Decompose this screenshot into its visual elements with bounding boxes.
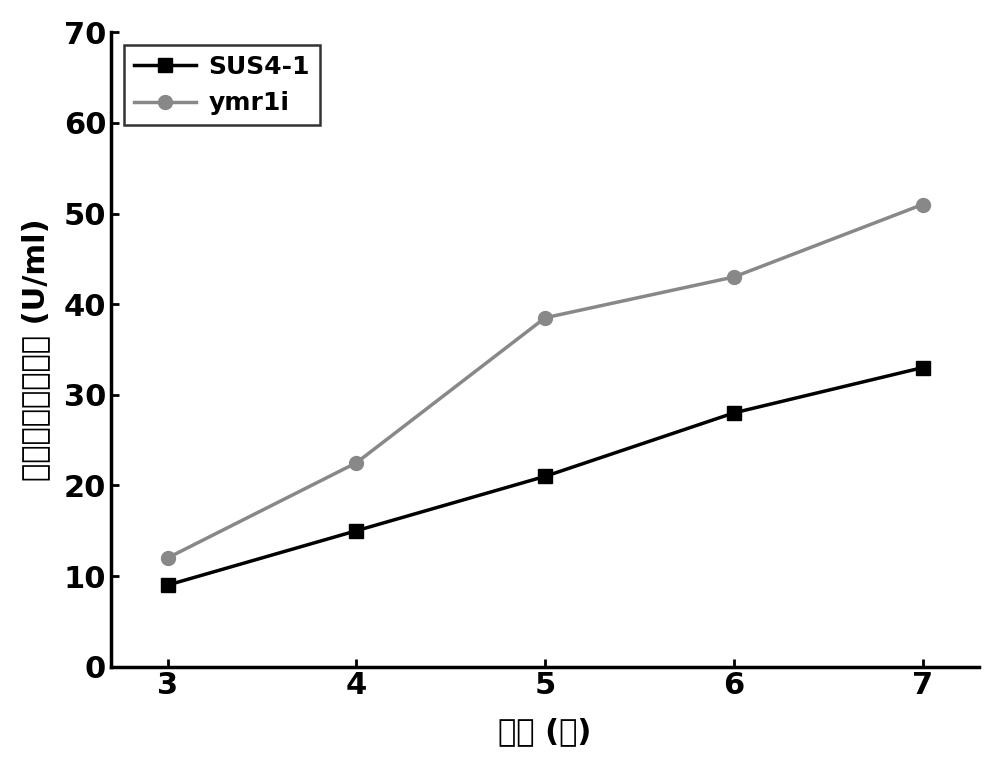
SUS4-1 (917, 363, 929, 372)
Legend: SUS4-1, ymr1i: SUS4-1, ymr1i (124, 44, 320, 125)
SUS4-1 (350, 526, 362, 535)
ymr1i (162, 553, 174, 562)
X-axis label: 时间 (天): 时间 (天) (498, 717, 592, 746)
ymr1i (917, 200, 929, 209)
ymr1i (728, 272, 740, 281)
ymr1i (539, 313, 551, 322)
Line: SUS4-1: SUS4-1 (161, 360, 929, 592)
SUS4-1 (728, 408, 740, 417)
SUS4-1 (162, 581, 174, 590)
SUS4-1 (539, 472, 551, 481)
ymr1i (350, 458, 362, 467)
Line: ymr1i: ymr1i (161, 198, 929, 565)
Y-axis label: 内切纤维素酶酶活 (U/ml): 内切纤维素酶酶活 (U/ml) (21, 218, 50, 481)
